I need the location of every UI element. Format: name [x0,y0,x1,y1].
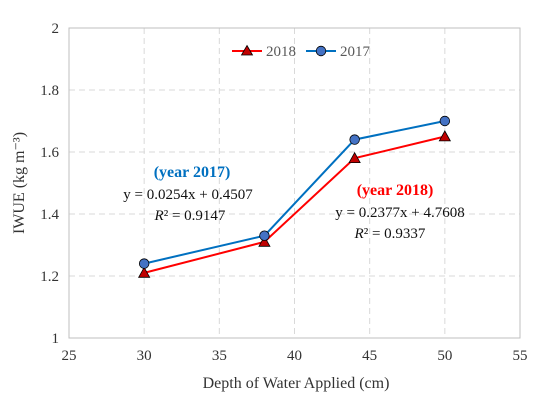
annotation-2017-r2: R² = 0.9147 [154,208,226,224]
y-tick-label: 1.2 [40,269,59,285]
legend-label-2017: 2017 [340,44,371,60]
series-line-2017 [143,120,446,265]
annotation-2018-r2: R² = 0.9337 [354,226,426,242]
x-tick-label: 40 [287,348,302,364]
y-tick-label: 1.4 [40,207,59,223]
x-tick-label: 50 [437,348,452,364]
legend: 2018 2017 [232,44,371,60]
x-tick-label: 25 [62,348,77,364]
annotation-2017-equation: y = 0.0254x + 0.4507 [123,187,253,203]
series-line-2018 [143,135,446,274]
y-tick-label: 1.6 [40,145,59,161]
data-point-2018 [438,130,452,142]
x-tick-label: 55 [513,348,528,364]
legend-triangle-marker [240,44,254,56]
annotation-2018-r2-value: ² = 0.9337 [364,226,426,242]
annotation-2017: (year 2017) y = 0.0254x + 0.4507 R² = 0.… [123,164,253,224]
data-point-2018 [258,235,271,247]
y-tick-label: 1 [52,331,60,347]
y-tick-label: 1.8 [40,83,59,99]
annotation-2018-title: (year 2018) [357,182,434,199]
annotation-2017-title: (year 2017) [154,164,231,181]
legend-circle-marker [315,45,327,57]
plot-area-border [68,27,521,339]
x-tick-label: 35 [212,348,227,364]
annotation-2018: (year 2018) y = 0.2377x + 4.7608 R² = 0.… [335,182,464,242]
data-point-2017 [259,230,270,241]
annotation-2017-r2-value: ² = 0.9147 [164,208,226,224]
annotation-2017-r2-label: R [154,208,164,224]
data-point-2017 [138,258,150,269]
x-tick-label: 45 [362,348,377,364]
data-point-2017 [349,134,360,145]
y-tick-label: 2 [52,21,60,37]
annotation-2018-equation: y = 0.2377x + 4.7608 [335,205,464,221]
x-axis-title: Depth of Water Applied (cm) [203,375,390,392]
data-point-2018 [137,266,151,278]
legend-label-2018: 2018 [266,44,296,60]
y-axis-title: IWUE (kg m⁻³) [11,132,28,234]
annotation-2018-r2-label: R [354,226,364,242]
tick-labels: 25 30 35 40 45 50 55 1 1.2 1.4 1.6 1.8 2 [40,21,527,364]
data-point-2018 [348,151,361,164]
series-group [137,115,452,278]
x-tick-label: 30 [137,348,152,364]
data-point-2017 [439,115,451,127]
grid-lines [69,28,520,338]
